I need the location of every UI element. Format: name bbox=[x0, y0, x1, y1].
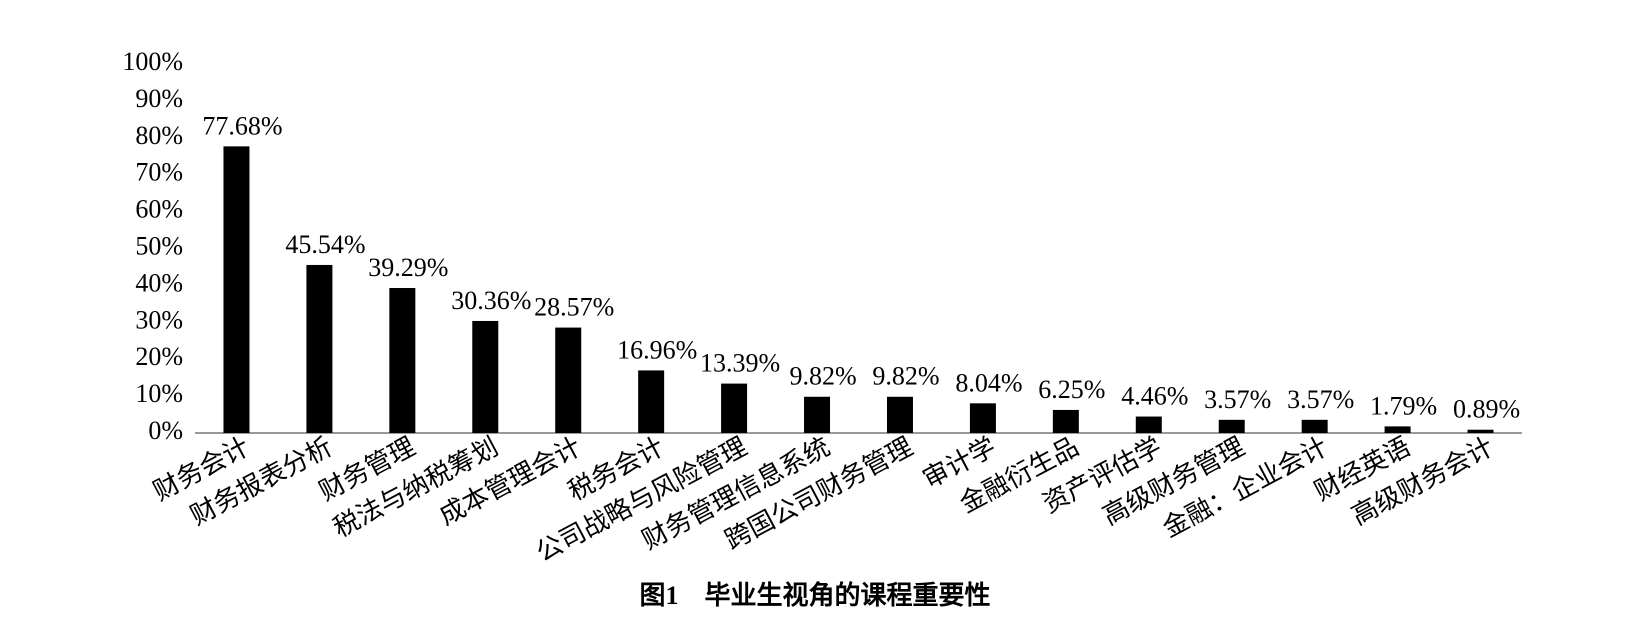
value-label: 45.54% bbox=[285, 230, 365, 259]
value-label: 9.82% bbox=[789, 362, 856, 391]
bar bbox=[389, 288, 416, 433]
value-label: 77.68% bbox=[202, 111, 282, 140]
value-label: 3.57% bbox=[1204, 385, 1271, 414]
bar bbox=[886, 396, 913, 433]
y-tick-label: 0% bbox=[148, 416, 183, 445]
value-label: 6.25% bbox=[1038, 375, 1105, 404]
bar bbox=[306, 264, 333, 433]
value-label: 0.89% bbox=[1453, 395, 1520, 424]
y-tick-label: 100% bbox=[122, 47, 183, 76]
value-label: 39.29% bbox=[368, 253, 448, 282]
bar bbox=[1135, 416, 1162, 433]
bar bbox=[1384, 426, 1411, 433]
bar bbox=[638, 370, 665, 433]
bar bbox=[1467, 429, 1494, 433]
bar bbox=[804, 396, 831, 433]
bar bbox=[1301, 419, 1328, 433]
y-tick-label: 40% bbox=[135, 268, 183, 297]
chart-title: 图1 毕业生视角的课程重要性 bbox=[639, 580, 990, 610]
y-tick-label: 70% bbox=[135, 158, 183, 187]
bar bbox=[472, 320, 499, 433]
y-tick-label: 80% bbox=[135, 121, 183, 150]
bar bbox=[223, 146, 250, 434]
value-label: 30.36% bbox=[451, 286, 531, 315]
bar bbox=[721, 383, 748, 433]
value-label: 3.57% bbox=[1287, 385, 1354, 414]
bar bbox=[1218, 419, 1245, 433]
bar bbox=[1052, 409, 1079, 433]
value-label: 16.96% bbox=[617, 335, 697, 364]
y-tick-label: 50% bbox=[135, 231, 183, 260]
value-label: 1.79% bbox=[1370, 391, 1437, 420]
value-label: 4.46% bbox=[1121, 382, 1188, 411]
bar bbox=[555, 327, 582, 433]
bar bbox=[969, 403, 996, 433]
y-tick-label: 60% bbox=[135, 195, 183, 224]
y-tick-label: 30% bbox=[135, 305, 183, 334]
y-tick-label: 20% bbox=[135, 342, 183, 371]
value-label: 9.82% bbox=[872, 362, 939, 391]
value-label: 13.39% bbox=[700, 349, 780, 378]
y-tick-label: 10% bbox=[135, 379, 183, 408]
y-tick-label: 90% bbox=[135, 84, 183, 113]
value-label: 28.57% bbox=[534, 293, 614, 322]
value-label: 8.04% bbox=[955, 368, 1022, 397]
